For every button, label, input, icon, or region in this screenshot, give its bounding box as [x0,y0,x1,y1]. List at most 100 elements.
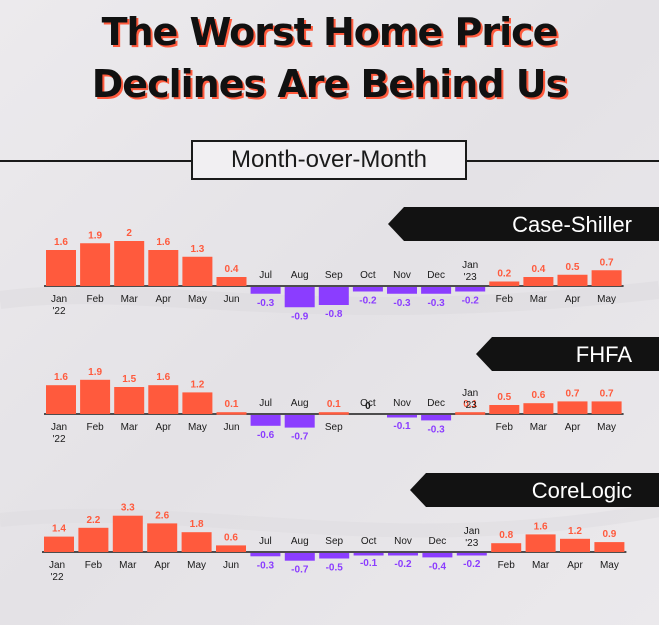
data-label: -0.3 [393,298,411,309]
tick-label: Jan [49,560,65,571]
data-label: 0.1 [327,399,341,410]
bar [318,412,349,415]
data-label: 2.2 [86,515,100,526]
data-label: 1.5 [122,374,136,385]
subtitle-box: Month-over-Month [191,140,467,180]
bar [216,277,247,286]
tick-label: Jan [51,422,67,433]
tick-label: May [600,560,619,571]
data-label: 1.6 [534,521,548,532]
bar [147,523,178,552]
data-label: 1.2 [190,379,204,390]
data-label: 0 [365,401,371,412]
data-label: -0.3 [427,424,445,435]
divider-left [0,160,191,162]
tick-label: Mar [530,294,548,305]
tick-label: Apr [154,560,170,571]
bar [387,415,417,418]
bar [557,401,588,414]
tick-label: Aug [291,270,309,281]
data-label: -0.2 [394,559,412,570]
bar [284,415,315,428]
bar [489,405,520,414]
tick-label: Apr [565,422,581,433]
chart-banner [388,207,659,241]
bar [560,538,590,552]
data-label: -0.2 [463,559,481,570]
bar [216,545,246,552]
data-label: 0.4 [531,264,545,275]
tick-label: May [188,294,207,305]
bar [44,536,74,552]
bar [388,553,418,556]
bar [148,385,179,414]
tick-label: '23 [464,400,477,411]
bar [455,412,486,415]
tick-label: Jan [464,526,480,537]
tick-label: Jun [223,422,239,433]
chart-banner [476,337,659,371]
tick-label: '23 [464,272,477,283]
tick-label: Jun [223,560,239,571]
bar [455,287,486,292]
data-label: -0.1 [393,421,411,432]
tick-label: Mar [121,294,139,305]
data-label: 0.5 [497,392,511,403]
tick-label: '22 [52,306,65,317]
tick-label: Jun [223,294,239,305]
tick-label: Oct [360,270,376,281]
tick-label: Jul [259,398,272,409]
chart-banner [410,473,659,507]
tick-label: Jan [462,388,478,399]
data-label: -0.1 [360,558,378,569]
bar [491,543,522,552]
bar [216,412,247,415]
bar [80,379,111,414]
bar [148,250,179,286]
tick-label: Oct [360,398,376,409]
data-label: -0.3 [427,298,445,309]
data-label: 0.9 [602,529,616,540]
tick-label: Apr [156,422,172,433]
data-label: 1.9 [88,367,102,378]
bar [250,287,281,294]
bar [523,403,554,414]
tick-label: Dec [427,270,445,281]
tick-label: Dec [429,536,447,547]
bar [421,415,452,421]
tick-label: Mar [532,560,550,571]
tick-label: May [597,294,616,305]
data-label: 0.7 [566,388,580,399]
bar [114,241,145,286]
data-label: 0.8 [499,530,513,541]
tick-label: Mar [119,560,137,571]
page-title-line-2: Declines Are Behind Us [91,62,569,106]
bar [352,287,383,292]
tick-label: Jul [259,536,272,547]
bar [591,401,622,414]
bar [284,553,315,561]
bar [523,277,554,286]
bar [80,243,111,286]
data-label: 3.3 [121,503,135,514]
data-label: 0.2 [497,269,511,280]
bar [456,553,487,556]
tick-label: Nov [393,270,411,281]
data-label: -0.3 [257,298,275,309]
tick-label: Sep [325,422,343,433]
data-label: 2 [126,228,132,239]
data-label: 0.4 [225,264,239,275]
chart-title: FHFA [576,342,633,367]
bar [594,542,625,552]
tick-label: Feb [86,422,104,433]
bar [525,534,556,552]
data-label: 0.7 [600,257,614,268]
tick-label: Oct [361,536,377,547]
tick-label: Apr [156,294,172,305]
tick-label: Nov [393,398,411,409]
tick-label: '23 [465,538,478,549]
bar [319,553,350,559]
bar [422,553,453,558]
data-label: -0.3 [257,560,275,571]
